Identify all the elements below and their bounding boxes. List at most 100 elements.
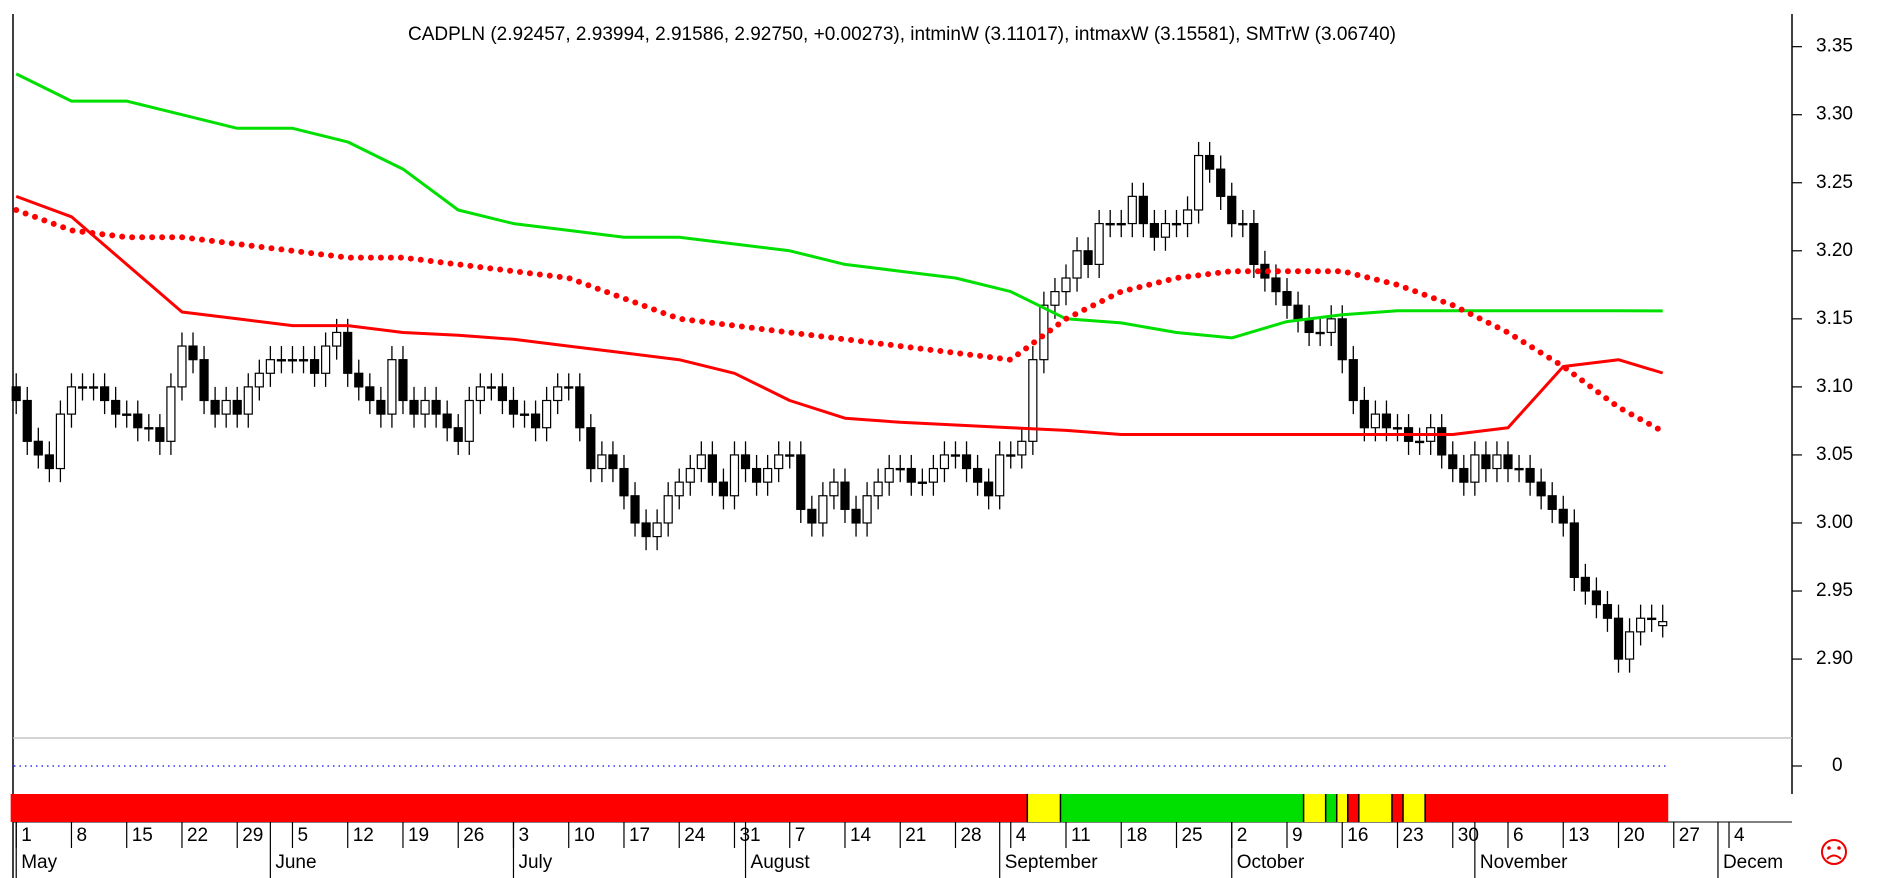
x-tick-label: 1	[21, 825, 32, 846]
candle-body	[1448, 454, 1458, 470]
candle-body	[1138, 195, 1148, 225]
x-tick-label: 12	[353, 825, 374, 846]
candle-body	[917, 481, 927, 484]
candle-body	[354, 372, 364, 388]
candle-body	[751, 467, 762, 483]
candle-body	[221, 399, 231, 415]
candle-body	[11, 386, 21, 402]
x-tick-label: 11	[1071, 825, 1091, 846]
candle-body	[309, 359, 320, 374]
candle-body	[630, 495, 640, 524]
x-tick-label: 3	[518, 825, 529, 846]
candle-body	[851, 508, 861, 524]
x-tick-label: 14	[850, 825, 872, 846]
x-tick-label: 25	[1181, 825, 1202, 846]
candle-body	[1094, 222, 1104, 266]
candle-body	[1381, 413, 1392, 429]
candle-body	[100, 386, 110, 402]
candle-body	[486, 386, 496, 389]
candle-body	[243, 386, 253, 415]
candle-body	[332, 331, 342, 347]
candle-body	[365, 386, 375, 402]
candle-body	[44, 454, 54, 470]
candle-body	[796, 454, 806, 510]
x-tick-label: 19	[408, 825, 429, 846]
indicator-line	[15, 72, 1663, 340]
x-tick-label: 28	[960, 825, 981, 846]
candle-body	[210, 399, 220, 415]
candle-body	[1017, 440, 1027, 456]
x-tick-label: 26	[463, 825, 484, 846]
candle-body	[287, 359, 298, 362]
month-label: July	[518, 852, 552, 873]
candle-body	[1039, 304, 1049, 361]
x-tick-label: 8	[76, 825, 87, 846]
status-segment	[1336, 794, 1348, 822]
candle-body	[530, 413, 541, 429]
x-tick-label: 20	[1624, 825, 1645, 846]
candle-body	[1072, 250, 1082, 279]
candle-body	[453, 427, 463, 442]
candle-body	[895, 467, 905, 471]
candle-body	[663, 495, 673, 524]
candle-body	[1459, 467, 1469, 483]
candle-body	[1569, 522, 1579, 579]
candle-body	[928, 467, 938, 483]
candle-body	[542, 399, 552, 429]
x-tick-label: 5	[297, 825, 308, 846]
candle-body	[1503, 454, 1513, 470]
date-axis: 1 8 15 22 29 5 12 19 26 3 10 17 24 31 7 14 21 28 4 11 18 25 2 9…	[15, 822, 1783, 878]
status-segment	[1425, 794, 1669, 822]
month-label: November	[1480, 852, 1568, 873]
x-tick-label: 7	[795, 825, 806, 846]
candle-body	[1636, 617, 1646, 633]
candle-body	[840, 481, 850, 510]
candle-body	[1149, 222, 1159, 238]
x-tick-label: 18	[1126, 825, 1147, 846]
status-segment	[1347, 794, 1359, 822]
candle-body	[729, 454, 740, 497]
candle-body	[1083, 250, 1093, 266]
candle-body	[1658, 621, 1668, 627]
candle-body	[409, 399, 419, 415]
candle-body	[1492, 454, 1502, 470]
candle-body	[298, 359, 309, 362]
x-tick-label: 17	[629, 825, 650, 846]
candle-body	[188, 345, 198, 361]
x-tick-label: 16	[1347, 825, 1368, 846]
status-segment	[10, 794, 1028, 822]
x-tick-label: 24	[684, 825, 706, 846]
candle-body	[564, 386, 574, 389]
y-tick-label: 3.00	[1816, 512, 1853, 533]
candle-body	[420, 399, 430, 415]
x-tick-label: 9	[1292, 825, 1303, 846]
candle-body	[88, 386, 99, 389]
x-tick-label: 4	[1016, 825, 1027, 846]
y-tick-label: 3.30	[1816, 104, 1853, 125]
candle-body	[1470, 454, 1480, 483]
candle-body	[1160, 222, 1171, 238]
candle-body	[1370, 413, 1381, 429]
candle-body	[276, 359, 287, 362]
candle-body	[1315, 331, 1325, 335]
candle-body	[1326, 318, 1336, 334]
candle-body	[442, 413, 452, 429]
status-segment	[1027, 794, 1061, 822]
candle-body	[807, 508, 817, 524]
candle-body	[519, 413, 530, 416]
candle-body	[763, 467, 773, 483]
candle-body	[1613, 617, 1624, 660]
candle-body	[1116, 222, 1126, 226]
y-tick-label: 3.25	[1816, 172, 1853, 193]
x-tick-label: 4	[1734, 825, 1745, 846]
candle-body	[818, 495, 828, 524]
x-tick-label: 10	[574, 825, 595, 846]
x-tick-label: 22	[187, 825, 208, 846]
candle-body	[1271, 277, 1281, 293]
candle-body	[829, 481, 839, 497]
x-tick-label: 13	[1568, 825, 1589, 846]
candle-body	[1481, 454, 1491, 470]
